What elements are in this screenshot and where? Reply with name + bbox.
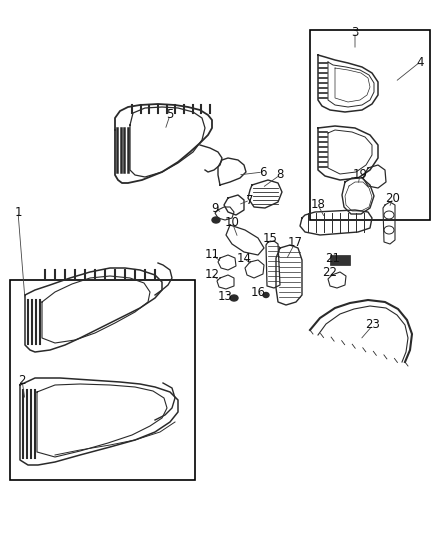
Text: 17: 17: [287, 237, 303, 249]
Text: 12: 12: [205, 269, 219, 281]
Text: 2: 2: [18, 374, 26, 386]
Bar: [330, 255, 350, 265]
Text: 7: 7: [246, 193, 254, 206]
Text: 10: 10: [225, 215, 240, 229]
Ellipse shape: [263, 293, 269, 297]
Text: 19: 19: [353, 168, 367, 182]
Text: 11: 11: [205, 248, 219, 262]
Ellipse shape: [230, 295, 238, 301]
Text: 18: 18: [311, 198, 325, 212]
Text: 22: 22: [322, 265, 338, 279]
Text: 8: 8: [276, 168, 284, 182]
Text: 14: 14: [237, 252, 251, 264]
Text: 5: 5: [166, 109, 174, 122]
Text: 15: 15: [262, 231, 277, 245]
Bar: [10, 280, 195, 480]
Text: 9: 9: [211, 201, 219, 214]
Text: 4: 4: [416, 55, 424, 69]
Text: 13: 13: [218, 289, 233, 303]
Text: 1: 1: [14, 206, 22, 219]
Text: 6: 6: [259, 166, 267, 179]
Text: 21: 21: [325, 252, 340, 264]
Text: 20: 20: [385, 191, 400, 205]
Text: 16: 16: [251, 287, 265, 300]
Bar: [310, 30, 430, 220]
Text: 3: 3: [351, 26, 359, 38]
Ellipse shape: [212, 217, 220, 223]
Text: 23: 23: [366, 319, 381, 332]
